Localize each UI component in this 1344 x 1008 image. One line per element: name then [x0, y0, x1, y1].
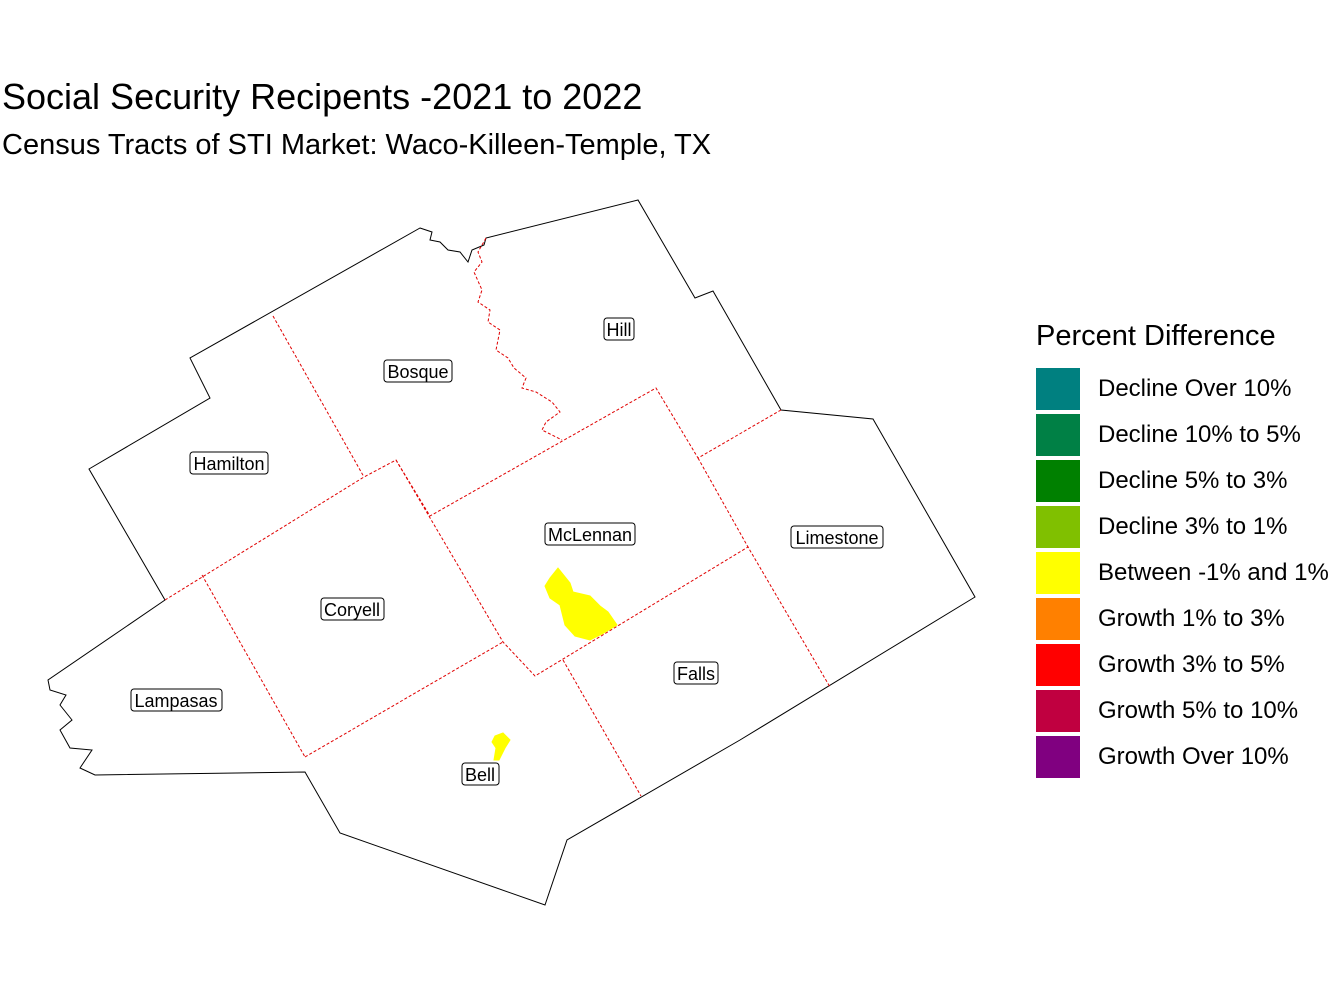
legend-item: Decline 5% to 3%	[1036, 458, 1342, 504]
legend-label: Growth 3% to 5%	[1098, 651, 1285, 678]
legend-item: Growth Over 10%	[1036, 734, 1342, 780]
county-label-falls: Falls	[673, 661, 719, 685]
legend-item: Decline Over 10%	[1036, 366, 1342, 412]
county-map: Hill Bosque Hamilton McLennan Limestone …	[47, 199, 976, 906]
legend-swatch	[1036, 598, 1080, 640]
legend-swatch	[1036, 414, 1080, 456]
svg-text:McLennan: McLennan	[548, 525, 632, 545]
legend-item: Decline 10% to 5%	[1036, 412, 1342, 458]
legend-title: Percent Difference	[1036, 320, 1276, 352]
county-label-bell: Bell	[461, 762, 500, 786]
county-label-mclennan: McLennan	[544, 522, 636, 546]
legend-label: Decline 10% to 5%	[1098, 421, 1301, 448]
svg-text:Hill: Hill	[607, 320, 632, 340]
legend-label: Decline Over 10%	[1098, 375, 1292, 402]
legend-item: Decline 3% to 1%	[1036, 504, 1342, 550]
legend-label: Growth Over 10%	[1098, 743, 1289, 770]
svg-text:Limestone: Limestone	[795, 528, 878, 548]
legend-swatch	[1036, 644, 1080, 686]
county-label-hamilton: Hamilton	[189, 451, 269, 475]
county-boundaries	[164, 237, 831, 797]
legend-item: Between -1% and 1%	[1036, 550, 1342, 596]
svg-text:Lampasas: Lampasas	[134, 691, 217, 711]
legend-swatch	[1036, 368, 1080, 410]
legend-item: Growth 5% to 10%	[1036, 688, 1342, 734]
map-title: Social Security Recipents -2021 to 2022	[2, 76, 643, 117]
legend-swatch	[1036, 736, 1080, 778]
legend-swatch	[1036, 460, 1080, 502]
svg-text:Bosque: Bosque	[387, 362, 448, 382]
market-outline	[47, 199, 976, 906]
legend: Percent Difference Decline Over 10% Decl…	[1036, 320, 1342, 780]
svg-text:Coryell: Coryell	[324, 600, 380, 620]
svg-text:Bell: Bell	[465, 765, 495, 785]
legend-label: Growth 5% to 10%	[1098, 697, 1299, 724]
svg-text:Falls: Falls	[677, 664, 715, 684]
svg-text:Hamilton: Hamilton	[193, 454, 264, 474]
mclennan-tract-highlight	[544, 567, 618, 641]
bell-tract-highlight	[491, 732, 511, 761]
county-labels: Hill Bosque Hamilton McLennan Limestone …	[130, 317, 884, 786]
county-label-hill: Hill	[603, 317, 635, 341]
legend-item: Growth 1% to 3%	[1036, 596, 1342, 642]
county-label-coryell: Coryell	[320, 597, 385, 621]
legend-swatch	[1036, 690, 1080, 732]
legend-swatch	[1036, 552, 1080, 594]
legend-label: Decline 3% to 1%	[1098, 513, 1288, 540]
legend-label: Growth 1% to 3%	[1098, 605, 1285, 632]
legend-item: Growth 3% to 5%	[1036, 642, 1342, 688]
map-subtitle: Census Tracts of STI Market: Waco-Killee…	[2, 129, 712, 161]
legend-swatch	[1036, 506, 1080, 548]
county-label-bosque: Bosque	[383, 359, 453, 383]
county-label-limestone: Limestone	[790, 525, 884, 549]
legend-label: Between -1% and 1%	[1098, 559, 1329, 586]
legend-label: Decline 5% to 3%	[1098, 467, 1288, 494]
county-label-lampasas: Lampasas	[130, 688, 223, 712]
